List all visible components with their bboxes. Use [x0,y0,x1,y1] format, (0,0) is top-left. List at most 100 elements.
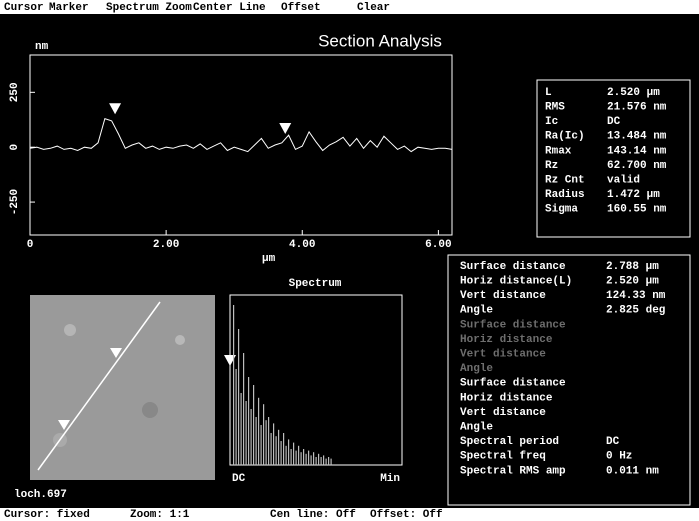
stat-label: Ic [545,116,558,128]
menu-item[interactable]: Spectrum Zoom [106,2,192,14]
spectrum-bar [236,369,237,465]
measure-label-inactive: Surface distance [460,319,566,331]
spectrum-bar [326,459,327,465]
measure-label-inactive: Angle [460,363,493,375]
page: {"menu":["Cursor","Marker","Spectrum Zoo… [0,0,699,521]
image-grain [175,335,185,345]
measure-label: Horiz distance(L) [460,276,572,288]
y-tick-label: -250 [9,189,21,215]
spectrum-bar [281,441,282,465]
spectrum-bar [238,329,239,465]
spectrum-bar [328,457,329,465]
menu-item[interactable]: Cursor [4,2,44,14]
stat-value: 2.520 µm [607,87,660,99]
measure-value: 2.520 µm [606,276,659,288]
menu-item[interactable]: Offset [281,2,321,14]
spectrum-bar [318,454,319,465]
spectrum-bar [323,455,324,465]
spectrum-bar [283,433,284,465]
spectrum-bar [311,455,312,465]
stat-value: 160.55 nm [607,204,667,216]
profile-frame [30,55,452,235]
window-title: Section Analysis [318,31,442,50]
spectrum-bar [286,446,287,465]
menu-item[interactable]: Clear [357,2,390,14]
stat-value: DC [607,116,621,128]
stat-label: Sigma [545,204,578,216]
spectrum-bar [268,417,269,465]
spectral-label: Spectral freq [460,451,546,463]
stat-value: 143.14 nm [607,145,667,157]
spectrum-bar [253,385,254,465]
spectrum-bar [246,401,247,465]
stat-label: Ra(Ic) [545,131,585,143]
profile-cursor [279,123,291,134]
measure-label: Vert distance [460,290,546,302]
screen: Section Analysis nm µm loch.697 Spectrum… [0,0,699,521]
spectrum-x-label: Min [380,473,400,485]
stat-value: 1.472 µm [607,189,660,201]
menu-bar [0,0,699,14]
spectrum-bar [263,404,264,465]
spectrum-bar [316,457,317,465]
status-item: Offset: Off [370,509,443,521]
x-tick-label: 6.00 [425,239,451,251]
status-item: Cursor: fixed [4,509,90,521]
stat-label: Rz Cnt [545,175,585,187]
measure-value: 2.825 deg [606,305,665,317]
spectrum-bar [278,430,279,465]
afm-image [30,295,215,480]
spectrum-bar [271,433,272,465]
spectrum-bar [251,409,252,465]
spectrum-bar [288,439,289,465]
stat-label: RMS [545,102,565,114]
spectrum-bar [258,398,259,465]
spectrum-bar [313,452,314,465]
measure-label: Surface distance [460,261,566,273]
spectrum-bar [243,353,244,465]
stat-value: valid [607,175,640,187]
measure-label: Angle [460,422,493,434]
stat-label: Radius [545,189,585,201]
image-label: loch.697 [14,489,67,501]
status-item: Zoom: 1:1 [130,509,190,521]
spectral-value: 0 Hz [606,451,632,463]
x-tick-label: 2.00 [153,239,179,251]
measure-value: 2.788 µm [606,261,659,273]
spectrum-bar [303,449,304,465]
spectrum-bar [233,305,234,465]
y-unit: nm [35,41,49,53]
spectrum-bar [256,417,257,465]
spectrum-title: Spectrum [289,278,342,290]
image-grain [142,402,158,418]
menu-item[interactable]: Marker [49,2,89,14]
stat-value: 21.576 nm [607,102,667,114]
stat-label: Rmax [545,145,572,157]
spectrum-bar [298,446,299,465]
spectral-value: 0.011 nm [606,465,659,477]
spectral-value: DC [606,436,620,448]
measure-label: Vert distance [460,407,546,419]
spectrum-bar [321,457,322,465]
spectrum-bar [241,393,242,465]
stat-value: 62.700 nm [607,160,667,172]
stat-label: L [545,87,552,99]
measure-label: Angle [460,305,493,317]
spectrum-bar [261,425,262,465]
spectrum-bar [296,451,297,465]
spectral-label: Spectral period [460,436,559,448]
spectrum-bar [291,449,292,465]
image-grain [64,324,76,336]
spectral-label: Spectral RMS amp [460,465,566,477]
measure-label: Horiz distance [460,392,553,404]
measure-label-inactive: Vert distance [460,349,546,361]
y-tick-label: 0 [9,144,21,151]
x-tick-label: 4.00 [289,239,315,251]
stat-value: 13.484 nm [607,131,667,143]
measure-label: Surface distance [460,378,566,390]
menu-item[interactable]: Center Line [193,2,266,14]
x-label: µm [262,253,276,265]
spectrum-bar [276,436,277,465]
spectrum-bar [306,454,307,465]
spectrum-bar [331,459,332,465]
